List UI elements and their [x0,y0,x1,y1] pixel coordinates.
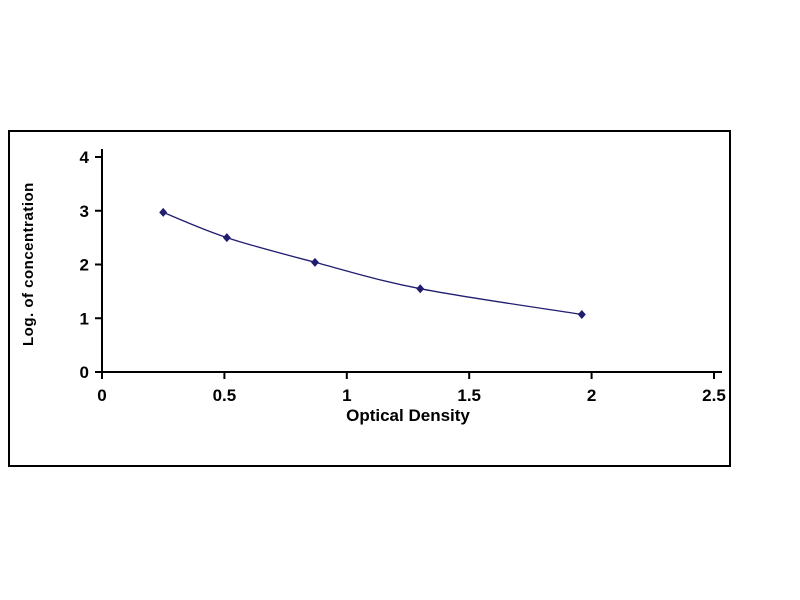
x-tick-label: 2 [587,386,596,405]
x-tick-label: 1.5 [457,386,481,405]
y-tick-label: 2 [80,256,89,275]
data-point-marker [577,309,586,319]
y-tick-label: 3 [80,202,89,221]
curve-line [162,211,582,316]
x-tick-label: 2.5 [702,386,726,405]
x-tick-label: 0 [97,386,106,405]
chart-plot-area: 0 0.5 1 1.5 2 2.5 0 1 2 3 4 [80,148,726,405]
y-axis-label: Log. of concentration [20,182,37,347]
data-point-marker [222,233,231,243]
y-tick-label: 0 [80,363,89,382]
data-point-marker [310,257,319,267]
standard-curve-chart: 0 0.5 1 1.5 2 2.5 0 1 2 3 4 Log. of concentration … [8,130,731,467]
x-axis-label: Optical Density [346,406,470,425]
y-tick-label: 4 [80,148,90,167]
data-point-marker [416,284,425,294]
y-tick-label: 1 [80,309,89,328]
x-tick-label: 0.5 [213,386,237,405]
x-tick-label: 1 [342,386,351,405]
data-point-marker [159,207,168,217]
